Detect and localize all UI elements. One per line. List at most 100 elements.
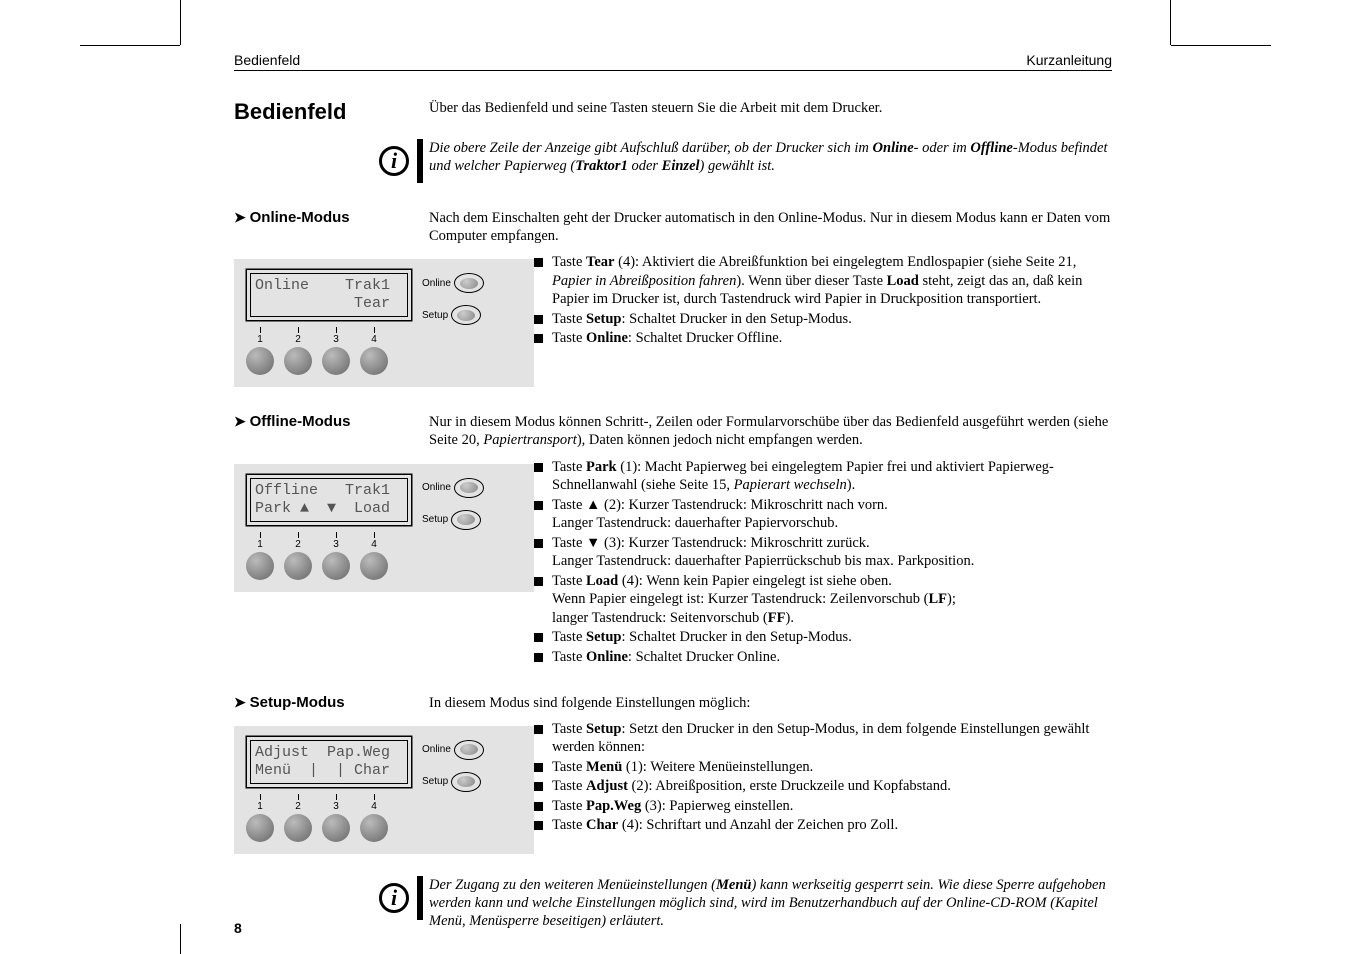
t: : Schaltet Drucker in den Setup-Modus. [621, 311, 851, 327]
lcd-display: Offline Trak1 Park ▲ ▼ Load [250, 478, 408, 522]
t: - oder im [914, 140, 971, 156]
side-label: Online [422, 482, 451, 493]
t: ) gewählt ist. [700, 158, 775, 174]
btn-num: 4 [371, 801, 377, 812]
btn-num: 2 [295, 801, 301, 812]
knob-4 [360, 552, 388, 580]
knob-1 [246, 347, 274, 375]
btn-num: 4 [371, 334, 377, 345]
online-intro: Nach dem Einschalten geht der Drucker au… [429, 209, 1112, 245]
lcd-line: Menü | | Char [255, 762, 390, 779]
lcd-line: Adjust Pap.Weg [255, 744, 390, 761]
t: Taste [552, 573, 586, 589]
list-item: Taste Online: Schaltet Drucker Offline. [534, 329, 1112, 348]
t: (1): Weitere Menüeinstellungen. [622, 759, 813, 775]
side-label: Setup [422, 310, 448, 321]
list-item: Taste Load (4): Wenn kein Papier eingele… [534, 572, 1112, 628]
crop-mark [80, 45, 180, 46]
lcd-display: Adjust Pap.Weg Menü | | Char [250, 740, 408, 784]
btn-num: 1 [257, 539, 263, 550]
knob-2 [284, 347, 312, 375]
t: ). [847, 477, 855, 493]
btn-num: 1 [257, 801, 263, 812]
offline-bullets: Taste Park (1): Macht Papierweg bei eing… [534, 458, 1112, 668]
offline-intro: Nur in diesem Modus können Schritt-, Zei… [429, 413, 1112, 449]
t: : Setzt den Drucker in den Setup-Modus, … [552, 721, 1089, 756]
setup-button [451, 305, 481, 325]
side-label: Online [422, 278, 451, 289]
t: Die obere Zeile der Anzeige gibt Aufschl… [429, 140, 873, 156]
t: Park [586, 459, 617, 475]
info-icon: i [379, 139, 423, 183]
heading-setup: Setup-Modus [234, 694, 429, 711]
running-header: Bedienfeld Kurzanleitung [234, 52, 1112, 71]
t: Taste [552, 798, 586, 814]
info-text-2: Der Zugang zu den weiteren Menüeinstellu… [429, 876, 1112, 930]
online-button [454, 478, 484, 498]
t: Papiertransport [483, 432, 576, 448]
t: ). Wenn über dieser Taste [736, 273, 886, 289]
list-item: Taste Char (4): Schriftart und Anzahl de… [534, 816, 1112, 835]
setup-button [451, 510, 481, 530]
list-item: Taste Park (1): Macht Papierweg bei eing… [534, 458, 1112, 495]
knob-4 [360, 814, 388, 842]
t: Taste [552, 254, 586, 270]
btn-num: 3 [333, 334, 339, 345]
t: (4): Aktiviert die Abreißfunktion bei ei… [614, 254, 1076, 270]
knob-1 [246, 552, 274, 580]
title-row: Bedienfeld Über das Bedienfeld und seine… [234, 99, 1112, 125]
page-title: Bedienfeld [234, 99, 429, 125]
list-item: Taste Pap.Weg (3): Papierweg einstellen. [534, 797, 1112, 816]
t: Setup [586, 311, 621, 327]
list-item: Taste Setup: Schaltet Drucker in den Set… [534, 310, 1112, 329]
list-item: Taste Setup: Schaltet Drucker in den Set… [534, 628, 1112, 647]
t: Taste [552, 629, 586, 645]
t: Setup [586, 629, 621, 645]
knob-3 [322, 552, 350, 580]
side-label: Online [422, 744, 451, 755]
t: Char [586, 817, 618, 833]
t: Online [586, 649, 628, 665]
btn-num: 3 [333, 539, 339, 550]
t: Online [873, 140, 914, 156]
list-item: Taste Menü (1): Weitere Menüeinstellunge… [534, 758, 1112, 777]
page: Bedienfeld Kurzanleitung Bedienfeld Über… [234, 52, 1112, 930]
t: Langer Tastendruck: dauerhafter Papierrü… [552, 552, 1112, 571]
btn-num: 4 [371, 539, 377, 550]
t: Pap.Weg [586, 798, 641, 814]
btn-num: 2 [295, 539, 301, 550]
t: Tear [586, 254, 614, 270]
t: (2): Abreißposition, erste Druckzeile un… [628, 778, 951, 794]
panel-setup: Adjust Pap.Weg Menü | | Char 1 2 3 4 Onl… [234, 726, 534, 854]
t: Taste [552, 817, 586, 833]
crop-mark [1171, 45, 1271, 46]
t: Langer Tastendruck: dauerhafter Papiervo… [552, 514, 1112, 533]
t: Menü [586, 759, 622, 775]
t: (4): Wenn kein Papier eingelegt ist sieh… [618, 573, 892, 589]
side-label: Setup [422, 776, 448, 787]
side-label: Setup [422, 514, 448, 525]
info-note-2: i Der Zugang zu den weiteren Menüeinstel… [234, 876, 1112, 930]
panel-online: Online Trak1 Tear 1 2 3 4 Online Setup [234, 259, 534, 387]
btn-num: 1 [257, 334, 263, 345]
intro-text: Über das Bedienfeld und seine Tasten ste… [429, 99, 1112, 117]
list-item: Taste ▼ (3): Kurzer Tastendruck: Mikrosc… [534, 534, 1112, 571]
setup-button [451, 772, 481, 792]
t: LF [928, 591, 947, 607]
t: : Schaltet Drucker Offline. [628, 330, 782, 346]
t: Online [586, 330, 628, 346]
btn-num: 2 [295, 334, 301, 345]
knob-3 [322, 814, 350, 842]
t: FF [768, 610, 786, 626]
t: Wenn Papier eingelegt ist: Kurzer Tasten… [552, 591, 928, 607]
t: Load [887, 273, 919, 289]
t: Taste [552, 721, 586, 737]
button-row: 1 2 3 4 [246, 794, 408, 842]
t: Taste [552, 778, 586, 794]
button-row: 1 2 3 4 [246, 327, 408, 375]
t: Taste [552, 330, 586, 346]
t: Menü [716, 877, 751, 893]
t: oder [628, 158, 662, 174]
t: (3): Papierweg einstellen. [641, 798, 793, 814]
section-online: Online-Modus Nach dem Einschalten geht d… [234, 209, 1112, 387]
